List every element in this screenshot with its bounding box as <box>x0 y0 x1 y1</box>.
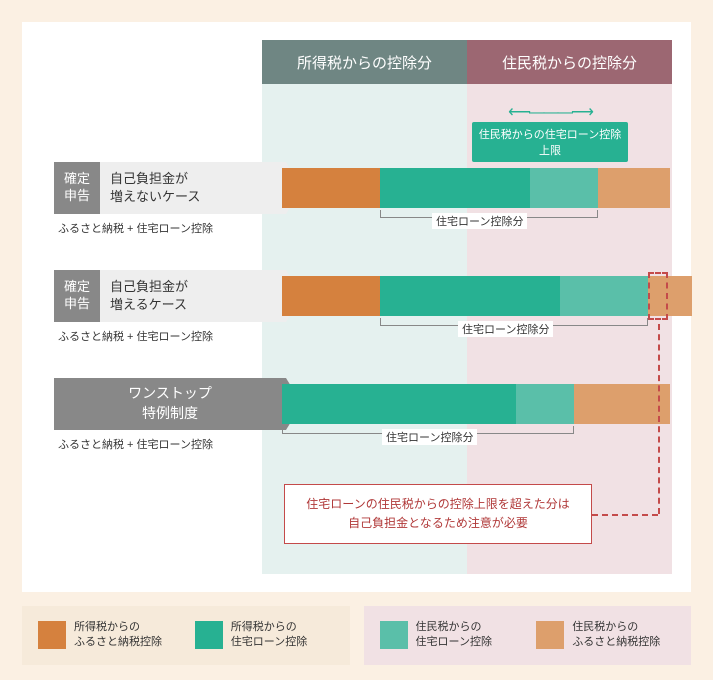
bar-segment <box>282 384 516 424</box>
bar-segment <box>380 276 560 316</box>
legend-text: 住民税からの 住宅ローン控除 <box>416 620 492 651</box>
row-tag: 確定 申告 <box>54 270 100 322</box>
stacked-bar <box>282 168 670 208</box>
stacked-bar <box>282 276 692 316</box>
row-title: 自己負担金が 増えるケース <box>100 270 286 322</box>
overflow-connector-v <box>658 324 660 514</box>
bar-segment <box>598 168 670 208</box>
bracket-label: 住宅ローン控除分 <box>432 213 527 229</box>
row-subtitle: ふるさと納税 + 住宅ローン控除 <box>58 436 691 452</box>
stacked-bar <box>282 384 670 424</box>
bar-segment <box>282 276 380 316</box>
bar-segment <box>516 384 574 424</box>
row-header: ワンストップ 特例制度 <box>54 378 286 430</box>
header-income: 所得税からの控除分 <box>262 40 467 85</box>
limit-label: 住民税からの住宅ローン控除上限 <box>472 122 628 162</box>
row-subtitle: ふるさと納税 + 住宅ローン控除 <box>58 328 691 344</box>
legend-item: 所得税からの 住宅ローン控除 <box>195 620 334 651</box>
legend-text: 所得税からの 住宅ローン控除 <box>231 620 307 651</box>
bar-segment <box>560 276 648 316</box>
legend-panel: 住民税からの 住宅ローン控除 住民税からの ふるさと納税控除 <box>364 606 692 665</box>
row-group-2: ワンストップ 特例制度ふるさと納税 + 住宅ローン控除住宅ローン控除分 <box>22 378 691 452</box>
row-tag: 確定 申告 <box>54 162 100 214</box>
bar-segment <box>574 384 670 424</box>
warning-box: 住宅ローンの住民税からの控除上限を超えた分は 自己負担金となるため注意が必要 <box>284 484 592 544</box>
limit-arrow-icon: ⟵―――⟶ <box>472 102 628 122</box>
limit-band: ⟵―――⟶ 住民税からの住宅ローン控除上限 <box>472 102 628 162</box>
overflow-box <box>648 272 668 320</box>
row-header: 確定 申告自己負担金が 増えないケース <box>54 162 286 214</box>
bracket-label: 住宅ローン控除分 <box>382 429 477 445</box>
legend-swatch <box>38 621 66 649</box>
row-header: 確定 申告自己負担金が 増えるケース <box>54 270 286 322</box>
row-title: 自己負担金が 増えないケース <box>100 162 286 214</box>
main-panel: 所得税からの控除分 住民税からの控除分 ⟵―――⟶ 住民税からの住宅ローン控除上… <box>22 22 691 592</box>
header-resident: 住民税からの控除分 <box>467 40 672 85</box>
warning-line1: 住宅ローンの住民税からの控除上限を超えた分は <box>299 495 577 514</box>
row-title: ワンストップ 特例制度 <box>54 378 286 430</box>
legend-item: 住民税からの 住宅ローン控除 <box>380 620 519 651</box>
bar-segment <box>282 168 380 208</box>
legend-item: 住民税からの ふるさと納税控除 <box>536 620 675 651</box>
legend-item: 所得税からの ふるさと納税控除 <box>38 620 177 651</box>
bar-segment <box>530 168 598 208</box>
legend-swatch <box>536 621 564 649</box>
header-row: 所得税からの控除分 住民税からの控除分 <box>262 40 672 85</box>
overflow-connector-h <box>592 514 658 516</box>
legend-row: 所得税からの ふるさと納税控除 所得税からの 住宅ローン控除 住民税からの 住宅ロー… <box>22 606 691 665</box>
row-subtitle: ふるさと納税 + 住宅ローン控除 <box>58 220 691 236</box>
legend-text: 所得税からの ふるさと納税控除 <box>74 620 162 651</box>
bar-segment <box>380 168 530 208</box>
legend-text: 住民税からの ふるさと納税控除 <box>572 620 660 651</box>
legend-swatch <box>195 621 223 649</box>
legend-panel: 所得税からの ふるさと納税控除 所得税からの 住宅ローン控除 <box>22 606 350 665</box>
warning-line2: 自己負担金となるため注意が必要 <box>299 514 577 533</box>
bracket-label: 住宅ローン控除分 <box>458 321 553 337</box>
legend-swatch <box>380 621 408 649</box>
row-group-1: 確定 申告自己負担金が 増えるケースふるさと納税 + 住宅ローン控除住宅ローン控… <box>22 270 691 344</box>
row-group-0: 確定 申告自己負担金が 増えないケースふるさと納税 + 住宅ローン控除住宅ローン… <box>22 162 691 236</box>
